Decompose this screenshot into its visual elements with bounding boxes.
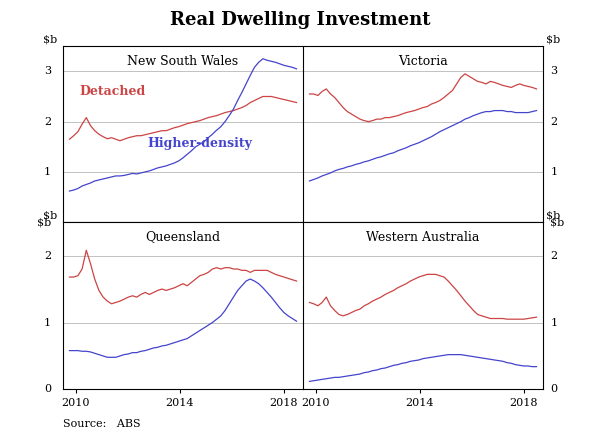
Text: Queensland: Queensland <box>145 231 221 244</box>
Text: Real Dwelling Investment: Real Dwelling Investment <box>170 11 430 29</box>
Text: 3: 3 <box>44 66 51 77</box>
Text: Detached: Detached <box>80 85 146 99</box>
Text: 1: 1 <box>550 318 557 327</box>
Text: 2: 2 <box>550 117 557 127</box>
Text: 1: 1 <box>44 318 51 327</box>
Text: $b: $b <box>546 210 560 220</box>
Text: $b: $b <box>546 34 560 44</box>
Text: Victoria: Victoria <box>398 55 448 68</box>
Text: 2: 2 <box>44 117 51 127</box>
Text: 2: 2 <box>44 251 51 260</box>
Text: Higher-density: Higher-density <box>147 136 252 150</box>
Text: 1: 1 <box>550 167 557 177</box>
Text: 0: 0 <box>550 385 557 394</box>
Text: 1: 1 <box>44 167 51 177</box>
Text: 0: 0 <box>44 385 51 394</box>
Text: 3: 3 <box>550 66 557 77</box>
Text: Western Australia: Western Australia <box>367 231 479 244</box>
Text: $b: $b <box>37 217 51 227</box>
Text: 2: 2 <box>550 251 557 260</box>
Text: $b: $b <box>550 217 565 227</box>
Text: Source:   ABS: Source: ABS <box>63 419 140 429</box>
Text: $b: $b <box>43 34 57 44</box>
Text: $b: $b <box>43 210 57 220</box>
Text: New South Wales: New South Wales <box>127 55 239 68</box>
